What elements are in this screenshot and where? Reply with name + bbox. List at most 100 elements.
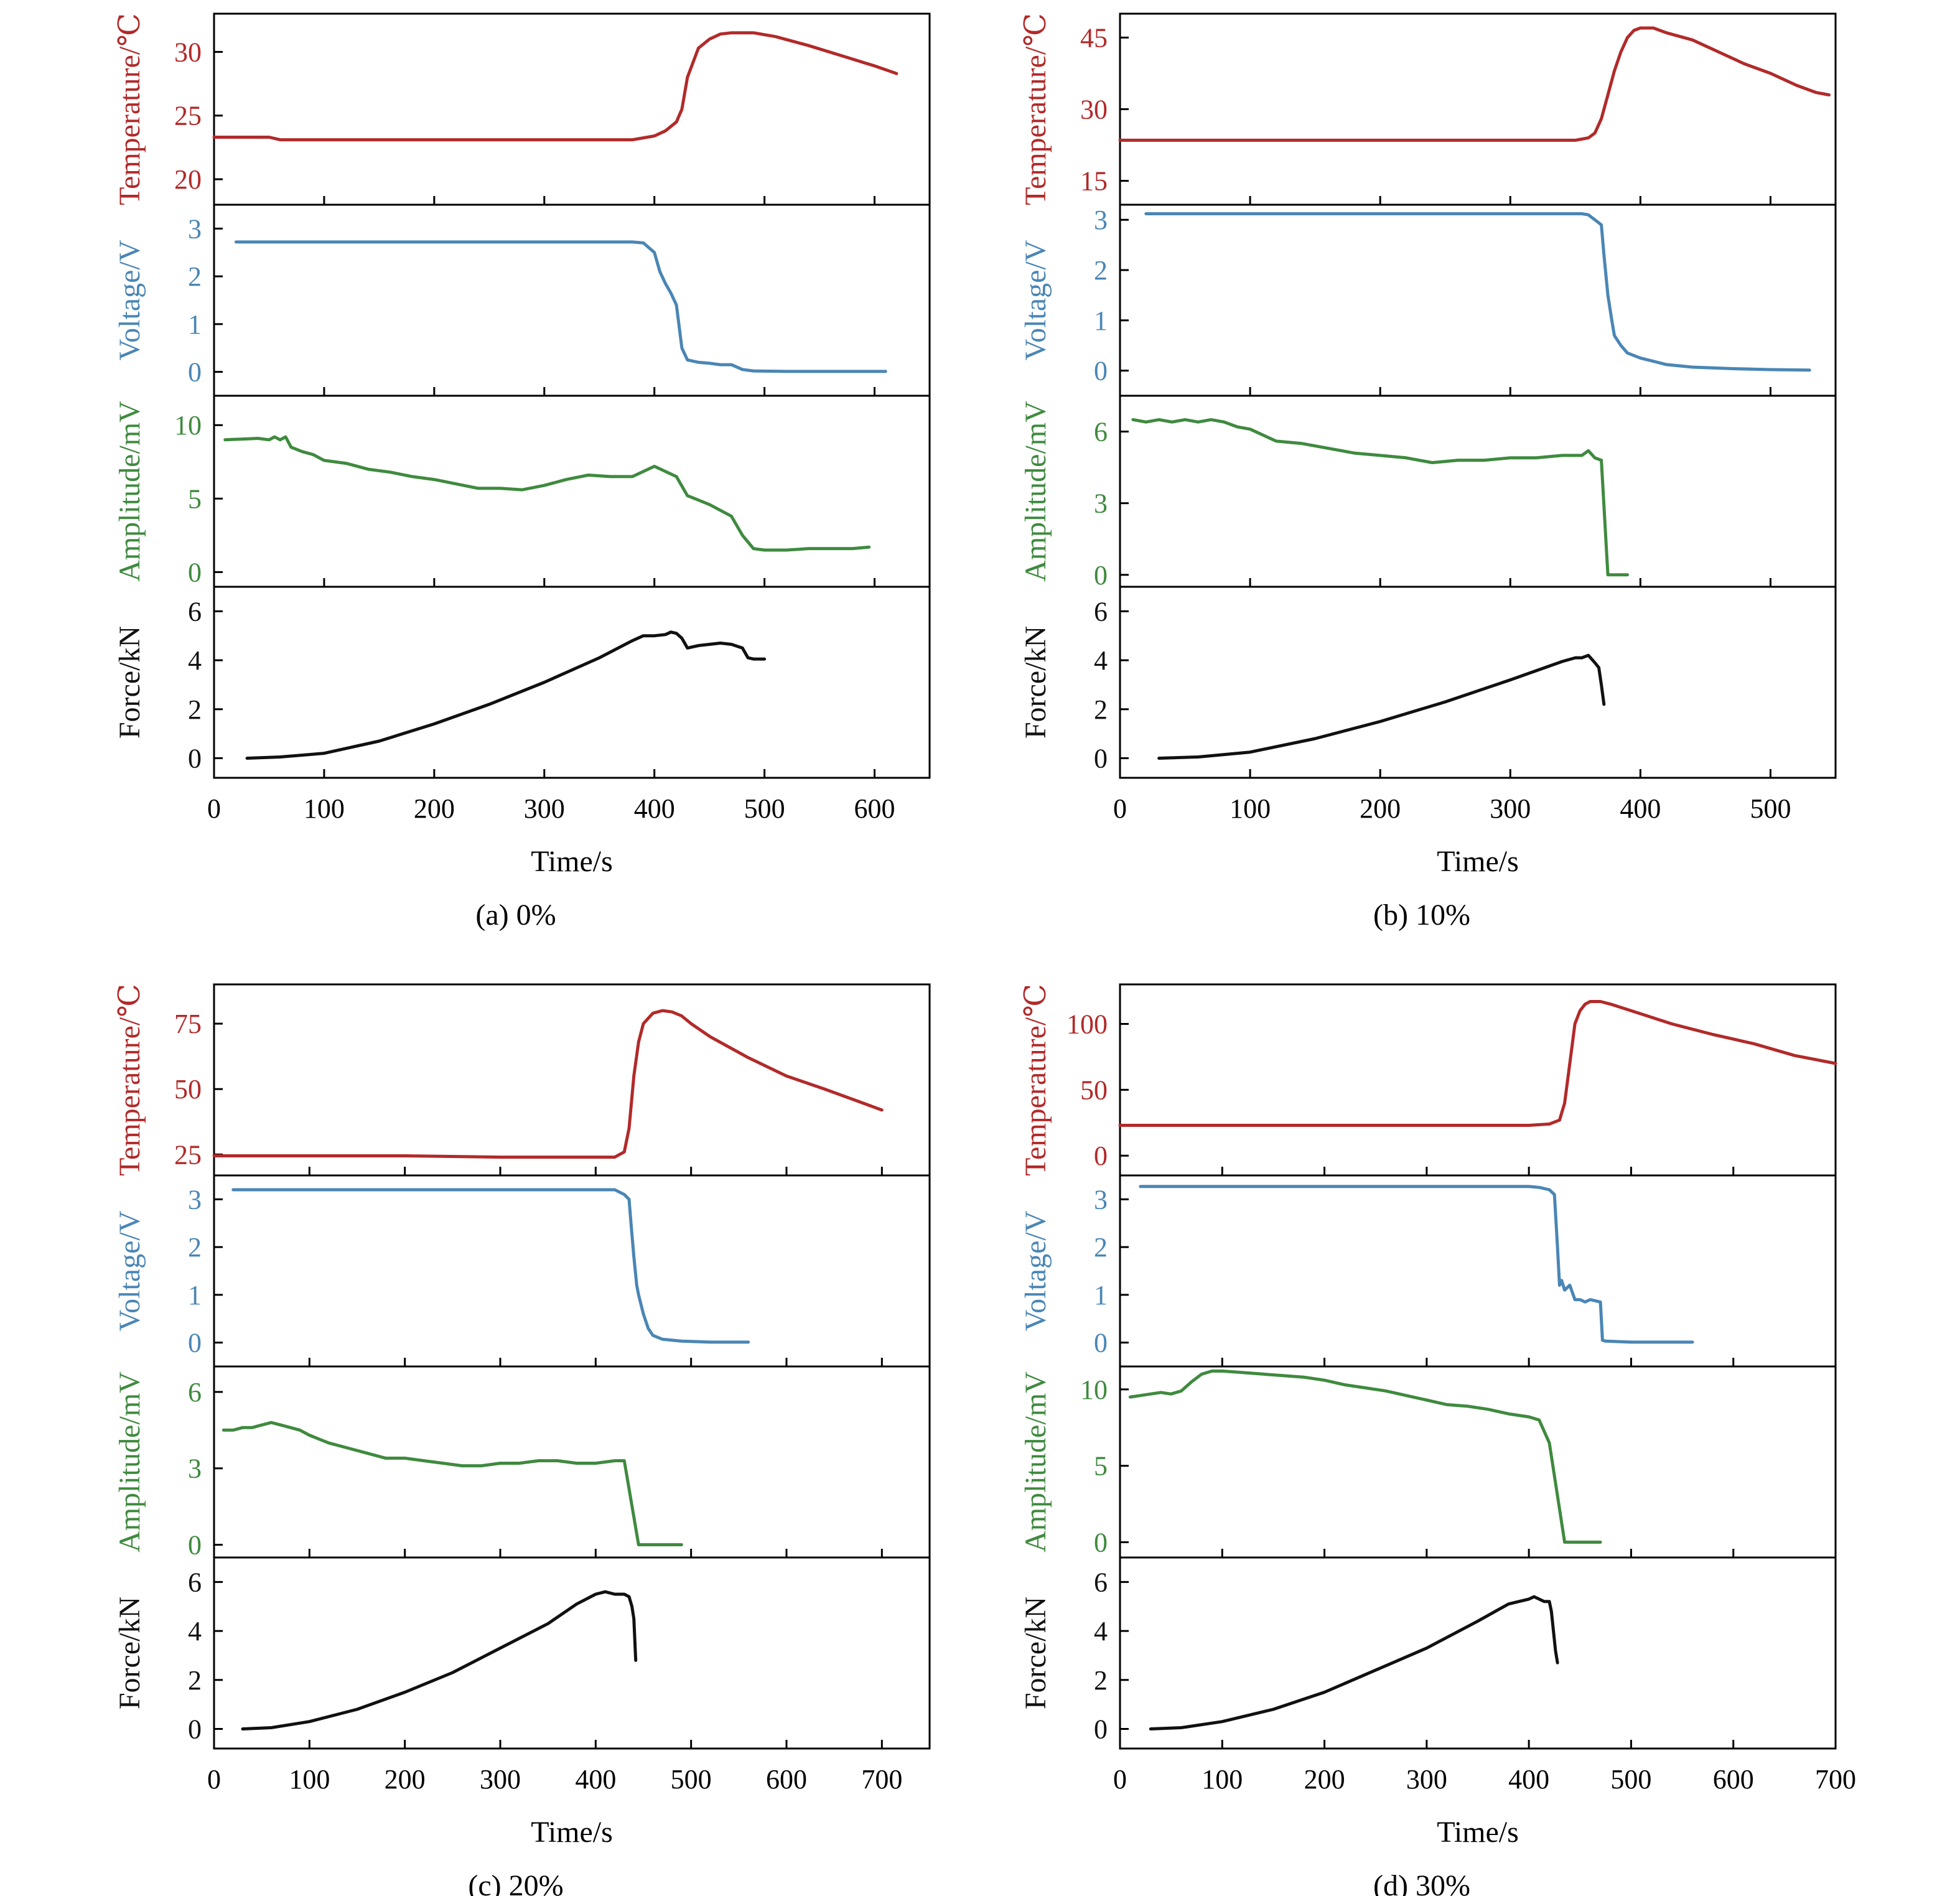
panel-frame — [213, 203, 931, 397]
panel-force: 0 2 4 6 Force/kN — [1019, 1556, 1837, 1750]
x-tick-label: 600 — [1713, 1764, 1754, 1795]
y-tick-label: 0 — [1094, 560, 1108, 591]
panel-frame — [213, 1174, 931, 1368]
x-tick-label: 100 — [304, 793, 345, 824]
series-line-temperature — [1118, 26, 1831, 142]
x-tick-label: 400 — [634, 793, 675, 824]
y-tick-label: 0 — [1094, 1328, 1108, 1358]
y-tick-label: 45 — [1080, 22, 1108, 53]
y-tick-label: 4 — [1094, 1616, 1108, 1646]
y-tick-label: 0 — [1094, 1714, 1108, 1745]
y-tick-label: 0 — [188, 744, 202, 774]
x-tick-label: 700 — [1815, 1764, 1856, 1795]
y-tick-label: 50 — [174, 1074, 202, 1104]
y-tick-label: 0 — [188, 1530, 202, 1561]
x-tick-label: 500 — [1610, 1764, 1651, 1795]
y-tick-label: 0 — [188, 1714, 202, 1745]
panel-amplitude: 0 3 6 Amplitude/mV — [1019, 395, 1837, 591]
panel-frame — [213, 586, 931, 779]
y-tick-label: 6 — [188, 1567, 202, 1597]
x-tick-label: 0 — [207, 1764, 221, 1795]
x-tick-label: 300 — [480, 1764, 521, 1795]
y-tick-label: 1 — [188, 309, 202, 340]
series-line-voltage — [234, 240, 887, 373]
y-tick-label: 0 — [1094, 1141, 1108, 1171]
series-line-amplitude — [1128, 1369, 1602, 1544]
y-axis-title: Force/kN — [113, 626, 146, 739]
y-tick-label: 2 — [1094, 694, 1108, 725]
panel-force: 0 2 4 6 Force/kN — [1019, 586, 1837, 779]
y-tick-label: 3 — [1094, 1184, 1108, 1215]
y-tick-label: 0 — [188, 357, 202, 388]
y-tick-label: 6 — [1094, 596, 1108, 627]
y-tick-label: 1 — [1094, 1280, 1108, 1310]
x-tick-label: 200 — [385, 1764, 426, 1795]
y-tick-label: 100 — [1066, 1009, 1108, 1040]
x-axis-title: Time/s — [531, 845, 613, 878]
chart-0: 202530Temperature/℃0123Voltage/V0510Ampl… — [113, 12, 931, 932]
series-line-temperature — [212, 31, 898, 142]
chart-1: 15 30 45 Temperature/℃ 0 1 2 3 Voltage/V 0 3 6 Ampli… — [1019, 12, 1837, 932]
y-tick-label: 2 — [1094, 255, 1108, 286]
series-line-amplitude — [222, 1421, 683, 1546]
panel-frame — [1119, 12, 1837, 206]
panel-amplitude: 0 5 10 Amplitude/mV — [1019, 1365, 1837, 1559]
subfigure-caption: (b) 10% — [1373, 899, 1470, 932]
y-tick-label: 6 — [188, 596, 202, 627]
panel-force: 0 2 4 6 Force/kN — [113, 1556, 931, 1750]
y-tick-label: 6 — [188, 1377, 202, 1408]
series-line-voltage — [1139, 1185, 1694, 1344]
y-tick-label: 0 — [188, 1328, 202, 1358]
y-tick-label: 6 — [1094, 417, 1108, 447]
series-line-temperature — [1118, 1000, 1837, 1127]
y-tick-label: 25 — [174, 1139, 202, 1170]
y-axis-title: Amplitude/mV — [1019, 401, 1052, 582]
y-tick-label: 0 — [1094, 744, 1108, 774]
panel-frame — [1119, 586, 1837, 779]
y-tick-label: 2 — [1094, 1665, 1108, 1696]
y-tick-label: 2 — [188, 261, 202, 292]
series-line-temperature — [212, 1009, 884, 1159]
panel-voltage: 0 1 2 3 Voltage/V — [1019, 203, 1837, 397]
y-tick-label: 10 — [174, 410, 202, 441]
x-tick-label: 0 — [1113, 1764, 1127, 1795]
y-tick-label: 50 — [1080, 1075, 1108, 1105]
x-tick-label: 0 — [207, 793, 221, 824]
series-line-voltage — [1144, 212, 1811, 372]
y-axis-title: Force/kN — [1019, 626, 1052, 739]
subfigure-caption: (a) 0% — [475, 899, 556, 932]
y-tick-label: 3 — [1094, 488, 1108, 519]
x-tick-label: 400 — [1620, 793, 1661, 824]
panel-frame — [1119, 1174, 1837, 1368]
y-tick-label: 3 — [188, 213, 202, 244]
panel-frame — [1119, 983, 1837, 1177]
series-line-force — [241, 1590, 638, 1730]
chart-2: 25 50 75 Temperature/℃ 0 1 2 3 Voltage/V 0 3 6 Ampli… — [113, 983, 931, 1896]
y-tick-label: 0 — [1094, 1527, 1108, 1557]
panel-frame — [213, 983, 931, 1177]
y-tick-label: 5 — [1094, 1451, 1108, 1482]
y-tick-label: 3 — [1094, 205, 1108, 235]
y-tick-label: 2 — [188, 1232, 202, 1263]
panel-temperature: 15 30 45 Temperature/℃ — [1019, 12, 1837, 206]
y-tick-label: 2 — [1094, 1232, 1108, 1263]
y-axis-title: Force/kN — [1019, 1597, 1052, 1709]
y-axis-title: Amplitude/mV — [113, 401, 146, 582]
y-axis-title: Temperature/℃ — [113, 984, 146, 1176]
x-tick-label: 500 — [1750, 793, 1791, 824]
y-tick-label: 3 — [188, 1184, 202, 1215]
x-tick-label: 300 — [1406, 1764, 1447, 1795]
y-tick-label: 30 — [1080, 95, 1108, 125]
x-tick-label: 200 — [414, 793, 455, 824]
x-tick-label: 600 — [854, 793, 895, 824]
y-tick-label: 15 — [1080, 166, 1108, 197]
series-line-force — [1149, 1595, 1559, 1730]
y-tick-label: 2 — [188, 1665, 202, 1696]
y-axis-title: Temperature/℃ — [1019, 984, 1052, 1176]
y-axis-title: Voltage/V — [1019, 240, 1052, 360]
y-tick-label: 25 — [174, 101, 202, 131]
y-axis-title: Temperature/℃ — [1019, 13, 1052, 205]
x-tick-label: 300 — [524, 793, 565, 824]
panel-voltage: 0 1 2 3 Voltage/V — [113, 203, 931, 397]
